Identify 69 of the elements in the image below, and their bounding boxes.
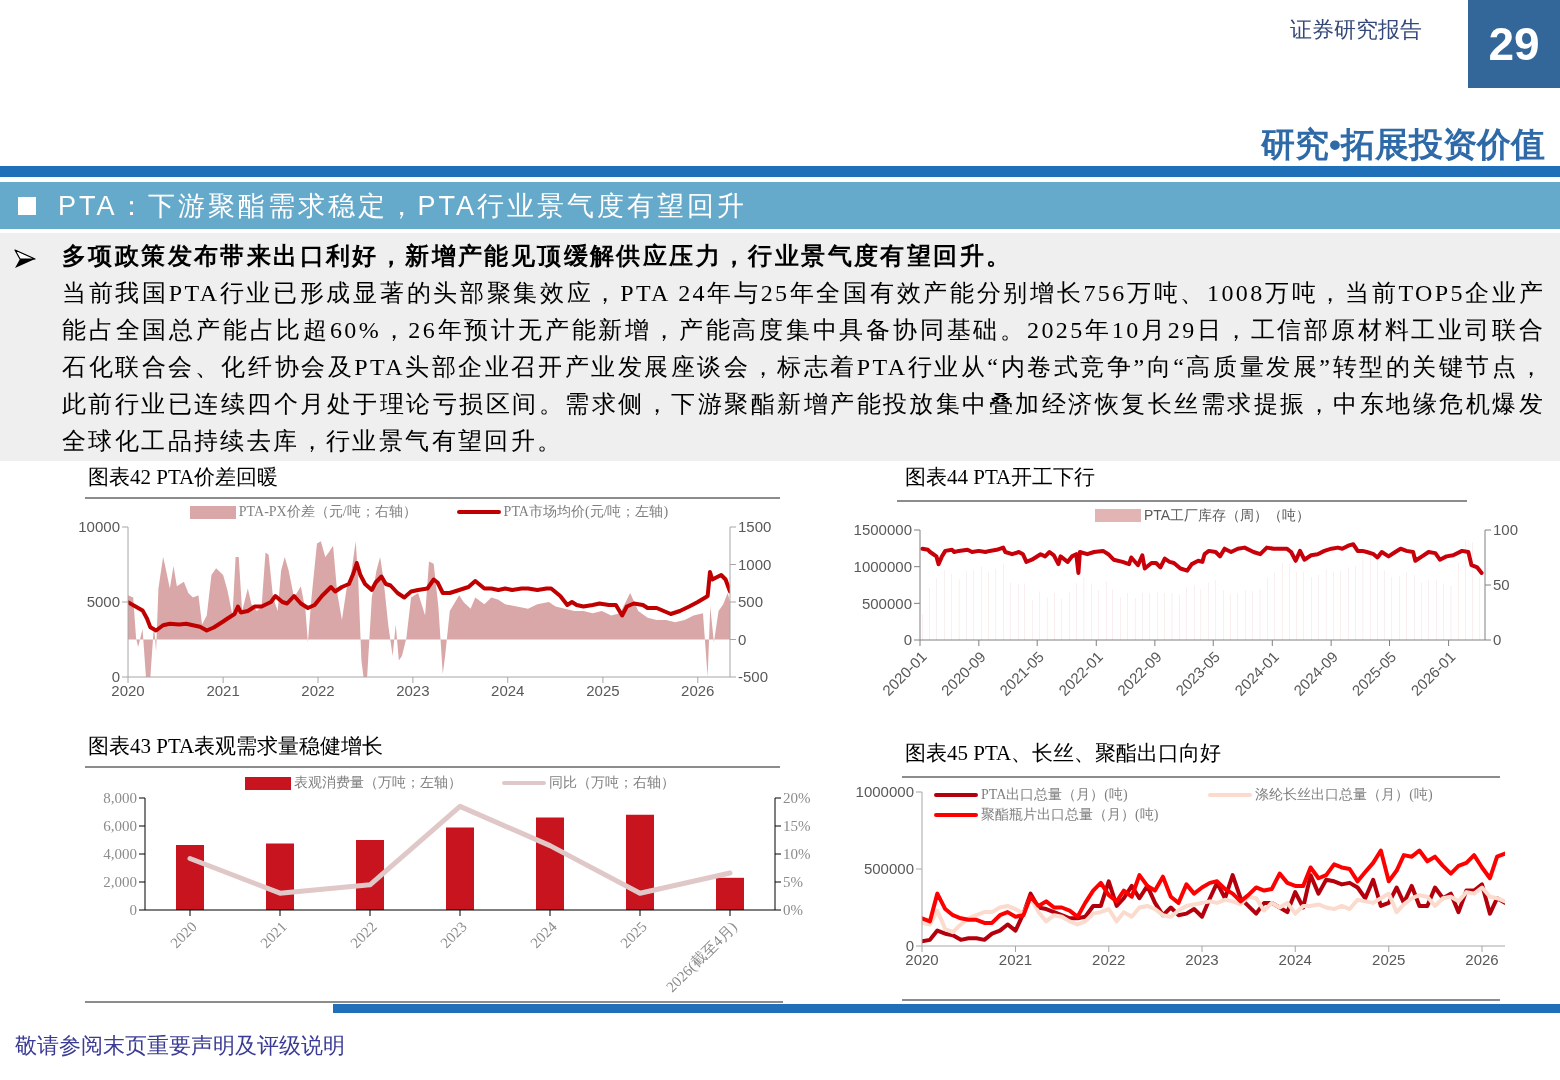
y-tick-label: 500000 (863, 860, 914, 878)
x-tick-label: 2025 (1372, 950, 1406, 968)
y-tick-label: 8,000 (103, 790, 137, 807)
y2-tick-label: 50 (1493, 576, 1510, 594)
legend-label: 表观消费量（万吨；左轴） (294, 774, 462, 792)
x-tick-label: 2021 (206, 681, 240, 699)
text: 研究•拓展投资价值 (1261, 124, 1545, 164)
bar (446, 827, 474, 910)
bar (536, 817, 564, 910)
text: 当前我国PTA行业已形成显著的头部聚集效应，PTA 24年与25年全国有效产能分别增长756万吨、1008万吨，当前TOP5企业产能占全国总产能占比超60%，26年预计无产能新增，产能高度集中具备协同基础。2025年10月29日，工信部原材料工业司联合石化联合会、化纤协会及PTA头部企业召开产业发展座谈会，标志着PTA行业从“内卷式竞争”向“高质量发展”转型的关键节点，此前行业已连续四个月处于理论亏损区间。需求侧，下游聚酯新增产能投放集中叠加经济恢复长丝需求提振，中东地缘危机爆发全球化工品持续去库，行业景气有望回升。 (62, 280, 1545, 454)
y2-tick-label: 5% (783, 874, 803, 891)
x-tick-label: 2026 (681, 681, 715, 699)
x-tick-label: 2024 (491, 681, 525, 699)
text: 证券研究报告 (1290, 16, 1422, 44)
bar (356, 840, 384, 910)
y-tick-label: 0 (903, 631, 912, 649)
x-tick-label: 2021 (257, 918, 290, 952)
y2-tick-label: 1500 (738, 518, 772, 536)
y-tick-label: 500000 (861, 594, 912, 612)
x-tick-label: 2026 (1465, 950, 1499, 968)
y-tick-label: 1000000 (855, 783, 914, 801)
x-tick-label: 2024 (1278, 950, 1312, 968)
y2-tick-label: 500 (738, 593, 764, 611)
legend-label: PTA市场均价(元/吨；左轴) (503, 503, 669, 521)
x-tick-label: 2025 (586, 681, 620, 699)
y2-tick-label: 10% (783, 846, 811, 863)
y2-tick-label: 0% (783, 902, 803, 919)
x-tick-label: 2022 (301, 681, 335, 699)
x-tick-label: 2022 (1092, 950, 1126, 968)
y-tick-label: 1000000 (853, 557, 912, 575)
y-tick-label: 5000 (86, 593, 120, 611)
chart-title: 图表43 PTA表观需求量稳健增长 (88, 733, 384, 759)
y2-tick-label: 15% (783, 818, 811, 835)
bar (176, 844, 204, 910)
text: PTA：下游聚酯需求稳定，PTA行业景气度有望回升 (58, 190, 748, 222)
legend-label: PTA出口总量（月）(吨) (981, 786, 1128, 804)
y-tick-label: 10000 (78, 518, 120, 536)
x-tick-label: 2023 (1185, 950, 1219, 968)
y-tick-label: 1500000 (853, 521, 912, 539)
bar (716, 877, 744, 910)
line-series (922, 885, 1505, 935)
text: 敬请参阅末页重要声明及评级说明 (15, 1032, 345, 1060)
y2-tick-label: -500 (738, 668, 769, 686)
y-tick-label: 6,000 (103, 818, 137, 835)
legend-label: 涤纶长丝出口总量（月）(吨) (1255, 786, 1433, 804)
legend-label: 同比（万吨；右轴） (549, 774, 675, 792)
line-series (922, 848, 1505, 925)
y-tick-label: 0 (129, 902, 137, 919)
y2-tick-label: 1000 (738, 555, 772, 573)
chart-title: 图表45 PTA、长丝、聚酯出口向好 (905, 740, 1222, 766)
bar (266, 843, 294, 910)
y-tick-label: 2,000 (103, 874, 137, 891)
text: 29 (1488, 18, 1540, 70)
legend-label: PTA工厂库存（周）（吨） (1143, 506, 1311, 524)
x-tick-label: 2021 (998, 950, 1033, 968)
y2-tick-label: 100 (1493, 521, 1519, 539)
chart-title: 图表44 PTA开工下行 (905, 464, 1096, 490)
legend-label: 聚酯瓶片出口总量（月）(吨) (981, 806, 1159, 824)
line-series (128, 561, 730, 633)
y2-tick-label: 0 (738, 630, 747, 648)
line-series (920, 542, 1484, 575)
x-tick-label: 2023 (396, 681, 430, 699)
text: 多项政策发布带来出口利好，新增产能见顶缓解供应压力，行业景气度有望回升。 (62, 243, 1013, 269)
legend-label: PTA-PX价差（元/吨；右轴） (238, 503, 417, 521)
y2-tick-label: 20% (783, 790, 811, 807)
y-tick-label: 4,000 (103, 846, 137, 863)
y2-tick-label: 0 (1493, 631, 1502, 649)
chart-title: 图表42 PTA价差回暖 (88, 464, 279, 490)
bar (626, 814, 654, 910)
